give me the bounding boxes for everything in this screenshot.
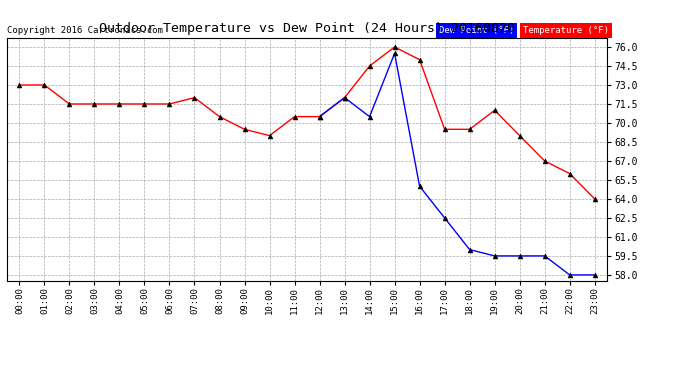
Text: Dew Point (°F): Dew Point (°F) [439, 26, 514, 35]
Text: Copyright 2016 Cartronics.com: Copyright 2016 Cartronics.com [7, 26, 163, 35]
Title: Outdoor Temperature vs Dew Point (24 Hours) 20160820: Outdoor Temperature vs Dew Point (24 Hou… [99, 22, 515, 35]
Text: Temperature (°F): Temperature (°F) [523, 26, 609, 35]
